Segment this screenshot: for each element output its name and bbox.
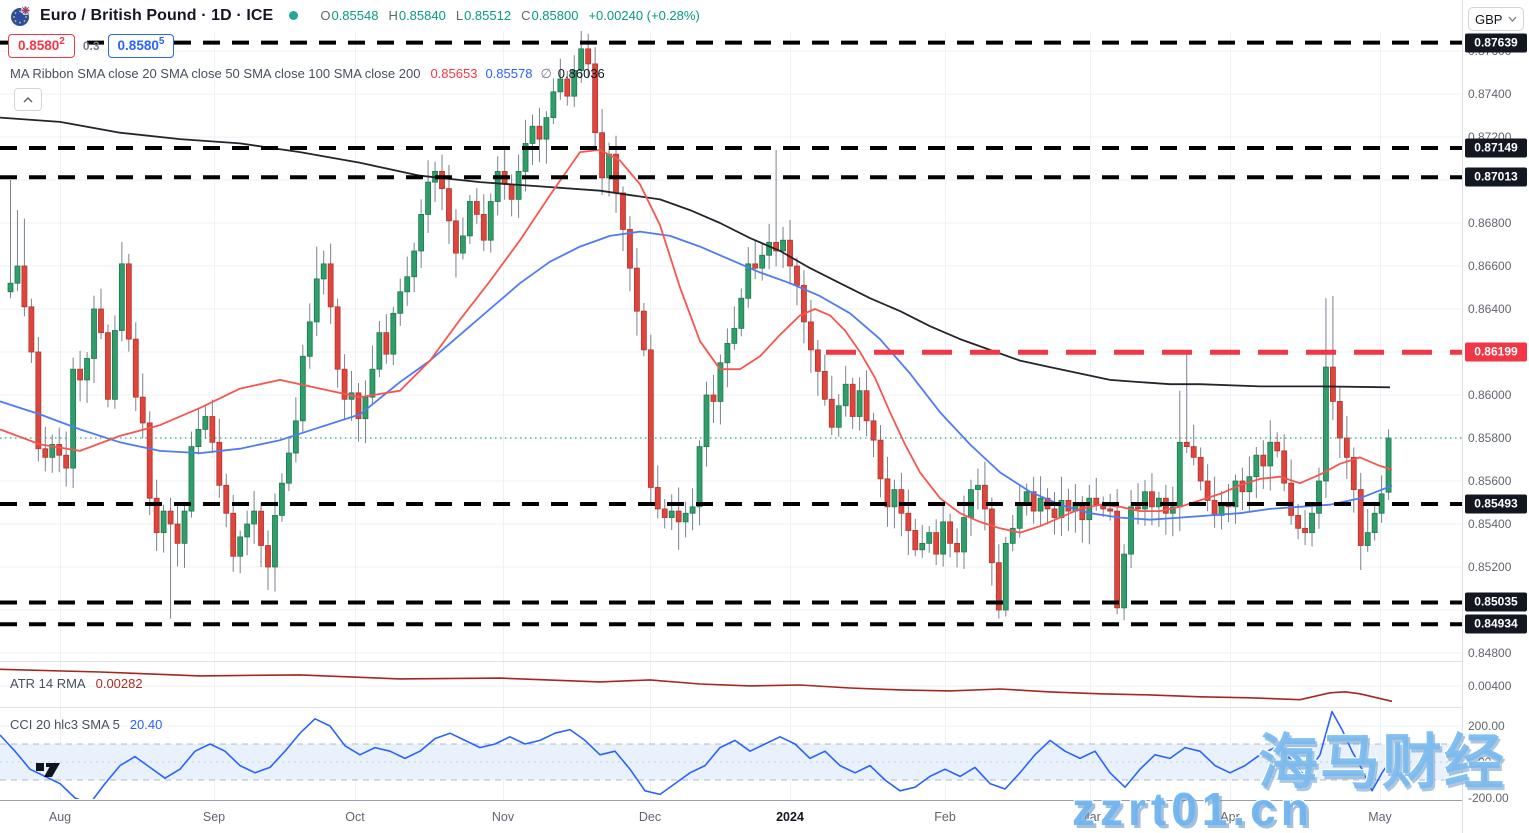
open-value: 0.85548: [331, 8, 379, 23]
collapse-indicators-button[interactable]: [14, 88, 42, 111]
price-level-badge: 0.86199: [1465, 342, 1527, 362]
change-value: +0.00240 (+0.28%): [588, 8, 700, 23]
time-axis-label: Dec: [638, 810, 662, 824]
cci-axis-label: 0.00: [1468, 755, 1492, 769]
market-status-dot: [289, 11, 299, 20]
price-level-badge: 0.84934: [1465, 614, 1527, 634]
sma100-value: ∅: [540, 66, 552, 81]
price-axis-label: 0.87400: [1468, 87, 1512, 101]
price-axis-label: 0.86400: [1468, 302, 1512, 316]
cci-axis-label: -200.00: [1468, 791, 1509, 805]
atr-legend[interactable]: ATR 14 RMA 0.00282: [10, 676, 143, 691]
time-axis-label: May: [1368, 810, 1392, 824]
ma-ribbon-label: MA Ribbon SMA close 20 SMA close 50 SMA …: [10, 66, 421, 81]
price-axis-label: 0.86000: [1468, 388, 1512, 402]
cci-value: 20.40: [129, 717, 163, 732]
time-axis-label: Feb: [934, 810, 956, 824]
sma200-value: 0.86036: [557, 66, 605, 81]
ma-ribbon-legend[interactable]: MA Ribbon SMA close 20 SMA close 50 SMA …: [10, 66, 605, 82]
currency-selector[interactable]: GBP: [1468, 7, 1524, 31]
price-axis-label: 0.86800: [1468, 216, 1512, 230]
time-axis-label: Aug: [48, 810, 72, 824]
close-value: 0.85800: [531, 8, 579, 23]
high-value: 0.85840: [398, 8, 446, 23]
cci-axis-label: 200.00: [1468, 719, 1505, 733]
atr-label: ATR 14 RMA: [10, 676, 86, 691]
cci-legend[interactable]: CCI 20 hlc3 SMA 5 20.40: [10, 717, 162, 732]
sell-button[interactable]: 0.8580 2: [8, 34, 75, 58]
time-axis-label: Sep: [202, 810, 226, 824]
price-level-badge: 0.87013: [1465, 167, 1527, 187]
price-level-badge: 0.87639: [1465, 33, 1527, 53]
atr-value: 0.00282: [95, 676, 143, 691]
chart-header: Euro / British Pound · 1D · ICE O 0.85548…: [0, 0, 1460, 31]
currency-pair-icon: [10, 5, 32, 27]
buy-button[interactable]: 0.8580 5: [107, 34, 175, 58]
time-axis-label: Oct: [345, 810, 365, 824]
sma20-value: 0.85653: [430, 66, 478, 81]
price-level-badge: 0.85493: [1465, 494, 1527, 514]
quote-panel: 0.8580 2 0.3 0.8580 5: [8, 34, 175, 58]
cci-label: CCI 20 hlc3 SMA 5: [10, 717, 120, 732]
price-level-badge: 0.87149: [1465, 138, 1527, 158]
time-axis-label: Mar: [1079, 810, 1101, 824]
spread-value: 0.3: [82, 39, 100, 53]
tradingview-logo[interactable]: [36, 756, 66, 782]
symbol-title[interactable]: Euro / British Pound · 1D · ICE: [40, 6, 274, 24]
price-axis-label: 0.85200: [1468, 560, 1512, 574]
price-axis[interactable]: GBP 0.876000.874000.872000.868000.866000…: [1462, 0, 1529, 833]
sma50-value: 0.85578: [485, 66, 533, 81]
price-level-badge: 0.85035: [1465, 592, 1527, 612]
price-axis-label: 0.84800: [1468, 646, 1512, 660]
chevron-up-icon: [23, 96, 33, 102]
chevron-down-icon: [1508, 16, 1517, 22]
price-chart-canvas[interactable]: [0, 0, 1462, 833]
price-axis-label: 0.85600: [1468, 474, 1512, 488]
price-axis-label: 0.85400: [1468, 517, 1512, 531]
time-axis[interactable]: Aug Sep Oct Nov Dec 2024 Feb Mar Apr May: [0, 800, 1462, 833]
time-axis-label: Nov: [491, 810, 515, 824]
time-axis-label: 2024: [776, 810, 804, 824]
currency-label: GBP: [1475, 11, 1503, 27]
atr-axis-label: 0.00400: [1468, 679, 1512, 693]
price-axis-label: 0.85800: [1468, 431, 1512, 445]
ohlc-values: O 0.85548 H 0.85840 L 0.85512 C 0.85800: [320, 8, 579, 23]
low-value: 0.85512: [464, 8, 512, 23]
price-axis-label: 0.86600: [1468, 259, 1512, 273]
time-axis-label: Apr: [1220, 810, 1240, 824]
